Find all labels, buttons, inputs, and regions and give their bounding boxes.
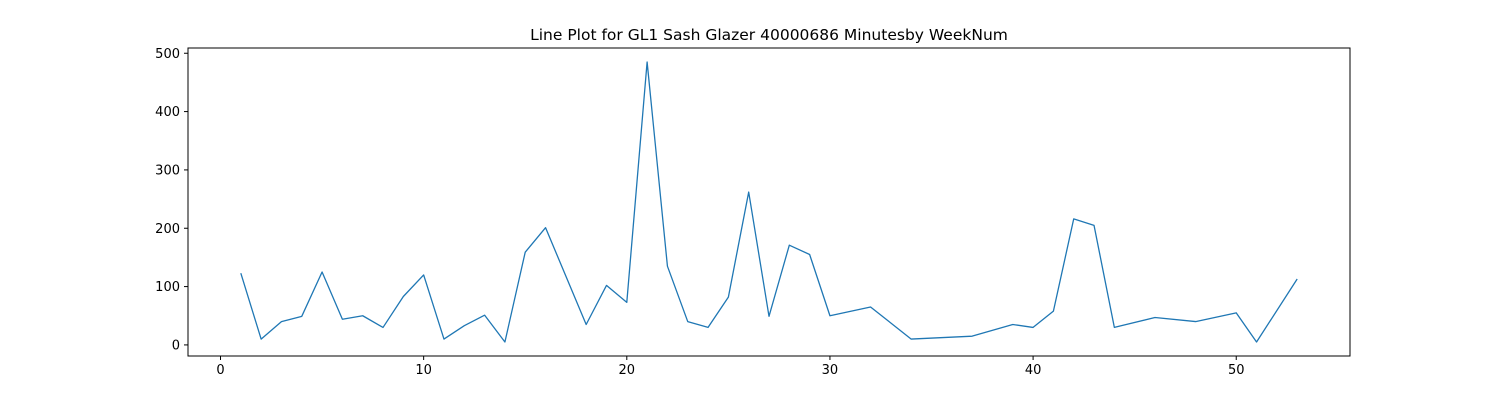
chart-title: Line Plot for GL1 Sash Glazer 40000686 M… [530, 26, 1008, 44]
y-tick-label: 400 [155, 105, 180, 120]
y-tick-label: 100 [155, 280, 180, 295]
x-tick-label: 50 [1228, 363, 1245, 378]
x-tick-label: 10 [415, 363, 432, 378]
y-tick-label: 500 [155, 47, 180, 62]
x-tick-label: 0 [216, 363, 224, 378]
series-line [240, 61, 1298, 343]
plot-frame [187, 47, 1351, 357]
y-tick-label: 0 [172, 338, 180, 353]
y-tick-label: 300 [155, 163, 180, 178]
x-tick-label: 20 [619, 363, 636, 378]
x-tick-label: 30 [822, 363, 839, 378]
x-tick-label: 40 [1025, 363, 1042, 378]
y-tick-label: 200 [155, 222, 180, 237]
